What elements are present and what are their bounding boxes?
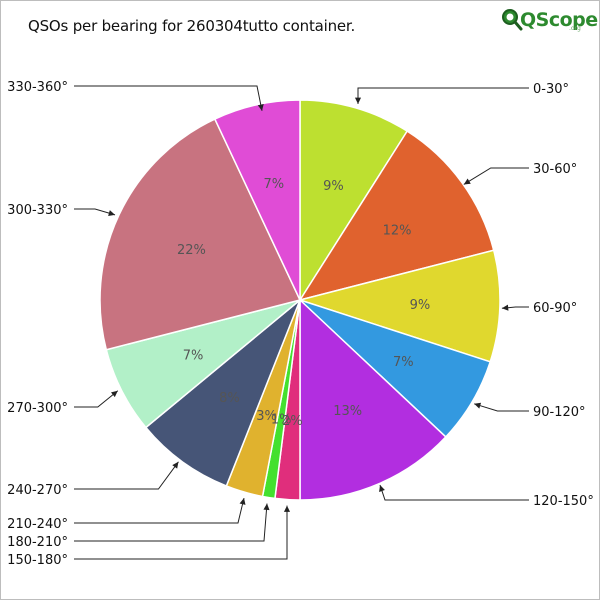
category-label: 180-210° xyxy=(7,535,68,550)
leader-line xyxy=(474,403,529,412)
leader-arrowhead xyxy=(239,498,246,505)
pie-slice-240-270 xyxy=(144,299,301,487)
leader-line xyxy=(74,390,119,408)
slice-percent-label: 2% xyxy=(282,414,303,429)
category-label: 90-120° xyxy=(533,405,586,420)
pie-slice-60-90 xyxy=(297,249,501,363)
category-label: 240-270° xyxy=(7,483,68,498)
leader-arrowhead xyxy=(263,503,270,511)
slice-percent-label: 8% xyxy=(219,391,240,406)
category-label: 60-90° xyxy=(533,301,577,316)
category-label: 300-330° xyxy=(7,203,68,218)
leader-line xyxy=(74,461,179,490)
leader-arrowhead xyxy=(283,505,291,512)
leader-arrowhead xyxy=(463,178,471,185)
category-label: 270-300° xyxy=(7,401,68,416)
leader-arrowhead xyxy=(108,210,116,216)
pie-slice-300-330 xyxy=(99,118,302,351)
leader-arrowhead xyxy=(474,402,482,409)
leader-arrowhead xyxy=(354,97,362,104)
leader-line xyxy=(74,505,288,560)
chart-title: QSOs per bearing for 260304tutto contain… xyxy=(28,17,356,35)
slice-percent-label: 7% xyxy=(264,177,285,192)
leader-arrowhead xyxy=(379,485,385,492)
leader-line xyxy=(74,85,263,111)
slice-percent-label: 22% xyxy=(177,243,206,258)
category-label: 0-30° xyxy=(533,82,569,97)
pie-slice-120-150 xyxy=(299,298,447,501)
leader-arrowhead xyxy=(257,104,264,111)
leader-line xyxy=(74,503,268,542)
logo-suffix: .org xyxy=(569,25,581,32)
slice-percent-label: 13% xyxy=(333,404,362,419)
leader-line xyxy=(74,208,116,216)
category-label: 30-60° xyxy=(533,162,577,177)
slice-percent-label: 7% xyxy=(393,355,414,370)
category-label: 150-180° xyxy=(7,553,68,568)
slice-percent-label: 9% xyxy=(323,179,344,194)
slice-percent-label: 3% xyxy=(256,409,277,424)
slice-percent-label: 7% xyxy=(183,348,204,363)
category-label: 330-360° xyxy=(7,80,68,95)
slice-percent-label: 12% xyxy=(383,223,412,238)
magnifier-icon xyxy=(502,9,523,31)
pie-slice-330-360 xyxy=(213,99,301,301)
leader-arrowhead xyxy=(110,390,118,398)
qscope-logo[interactable]: QScope .org xyxy=(500,6,598,40)
leader-arrowhead xyxy=(172,461,179,469)
pie-slice-0-30 xyxy=(299,99,409,303)
logo-text: QScope xyxy=(520,9,598,31)
leader-line xyxy=(379,484,529,501)
leader-line xyxy=(357,87,529,104)
leader-line xyxy=(74,497,245,524)
category-label: 120-150° xyxy=(533,494,594,509)
category-label: 210-240° xyxy=(7,517,68,532)
slice-percent-label: 1% xyxy=(271,413,292,428)
leader-line xyxy=(463,167,529,185)
pie-slice-30-60 xyxy=(298,130,495,302)
leader-arrowhead xyxy=(501,304,509,311)
slice-percent-label: 9% xyxy=(410,298,431,313)
